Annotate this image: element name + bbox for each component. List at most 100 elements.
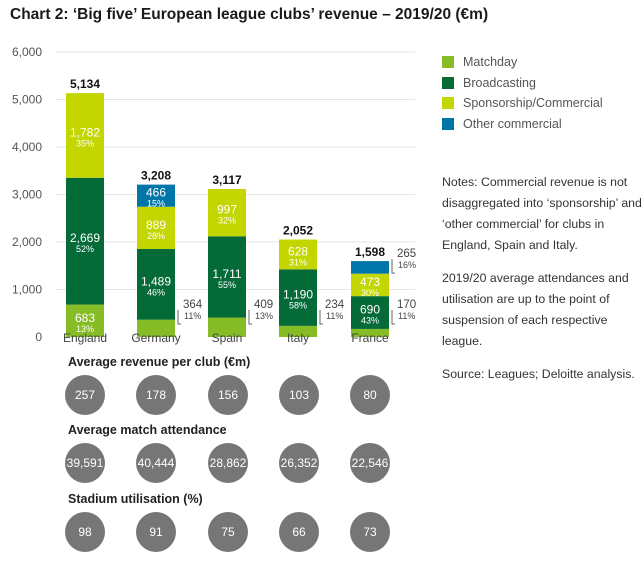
segment-value-label: 265 [397,248,416,260]
y-tick-label: 0 [35,330,42,344]
attendance-circle-england: 39,591 [65,443,105,483]
segment-value-label: 1,190 [283,288,313,302]
segment-pct-label: 58% [289,301,307,311]
x-category-label: Germany [131,331,180,345]
x-category-label: France [351,331,389,345]
segment-value-label: 409 [254,299,273,311]
label-bracket [319,310,323,325]
segment-value-label: 1,782 [70,125,100,139]
segment-value-label: 628 [288,244,308,258]
segment-value-label: 1,711 [212,267,241,281]
y-tick-label: 5,000 [12,93,42,107]
notes: Notes: Commercial revenue is not disaggr… [442,172,642,397]
bar-segment [66,304,104,337]
bar-segment [137,248,175,320]
utilisation-circle-italy: 66 [279,512,319,552]
legend-swatch-matchday [442,56,454,69]
segment-value-label: 466 [146,186,166,200]
utilisation-circle-spain: 75 [208,512,248,552]
segment-pct-label: 11% [184,311,201,321]
utilisation-circle-france: 73 [350,512,390,552]
stadium-utilisation-title: Stadium utilisation (%) [68,492,203,506]
bar-segment [279,269,317,326]
segment-value-label: 690 [360,303,380,317]
legend-swatch-other-commercial [442,117,454,130]
revenue-circle-france: 80 [350,375,390,415]
notes-attendance: 2019/20 average attendances and utilisat… [442,271,629,348]
label-bracket [391,310,395,325]
y-tick-label: 6,000 [12,45,42,59]
bar-segment [351,328,389,337]
bar-segment [208,317,246,337]
legend-item-other-commercial: Other commercial [442,114,603,135]
segment-pct-label: 11% [398,311,415,321]
segment-pct-label: 52% [76,244,94,254]
y-tick-label: 2,000 [12,235,42,249]
segment-pct-label: 15% [147,199,165,209]
label-bracket [391,259,395,274]
x-category-label: Italy [287,331,309,345]
segment-pct-label: 11% [326,311,343,321]
segment-value-label: 170 [397,299,416,311]
attendance-circle-italy: 26,352 [279,443,319,483]
segment-pct-label: 43% [361,316,379,326]
bar-segment [279,239,317,270]
notes-commercial: Notes: Commercial revenue is not disaggr… [442,175,642,252]
bars [66,93,389,337]
bar-segment [351,261,389,274]
attendance-circle-france: 22,546 [350,443,390,483]
bar-segment [66,177,104,305]
legend-label: Other commercial [463,116,562,131]
segment-pct-label: 31% [289,257,307,267]
legend-item-matchday: Matchday [442,52,603,73]
legend-label: Matchday [463,55,518,70]
segment-value-label: 1,489 [141,274,171,288]
segment-pct-label: 46% [147,287,165,297]
legend: Matchday Broadcasting Sponsorship/Commer… [442,52,603,134]
chart-title: Chart 2: ‘Big five’ European league club… [10,6,489,23]
segment-pct-label: 30% [361,288,379,298]
bar-segment [137,184,175,207]
utilisation-circle-england: 98 [65,512,105,552]
bar-total-label: 2,052 [283,224,313,238]
x-category-label: England [63,331,107,345]
segment-value-label: 889 [146,218,166,232]
notes-source: Source: Leagues; Deloitte analysis. [442,367,635,381]
bar-segment [351,273,389,297]
segment-value-label: 997 [217,203,237,217]
bar-segment [137,206,175,249]
segment-pct-label: 28% [147,231,165,241]
segment-value-label: 364 [183,299,203,311]
legend-item-broadcasting: Broadcasting [442,73,603,94]
legend-item-sponsorship: Sponsorship/Commercial [442,93,603,114]
legend-swatch-sponsorship [442,97,454,110]
attendance-circle-germany: 40,444 [136,443,176,483]
segment-pct-label: 13% [255,311,273,321]
segment-pct-label: 35% [76,138,94,148]
bar-total-label: 5,134 [70,77,100,91]
y-tick-label: 1,000 [12,283,42,297]
revenue-circle-germany: 178 [136,375,176,415]
segment-value-label: 234 [325,299,345,311]
bar-total-label: 1,598 [355,245,385,259]
bar-segment [66,93,104,178]
label-bracket [177,310,181,325]
segment-pct-label: 32% [218,216,236,226]
bar-total-label: 3,208 [141,169,171,183]
utilisation-circle-germany: 91 [136,512,176,552]
x-category-label: Spain [212,331,243,345]
segment-value-label: 2,669 [70,231,100,245]
segment-pct-label: 55% [218,280,236,290]
legend-label: Sponsorship/Commercial [463,96,603,111]
bar-segment [351,296,389,329]
y-tick-label: 4,000 [12,140,42,154]
segment-pct-label: 13% [76,324,94,334]
segment-pct-label: 16% [398,260,416,270]
bar-segment [279,325,317,337]
y-tick-label: 3,000 [12,188,42,202]
revenue-circle-england: 257 [65,375,105,415]
segment-value-label: 683 [75,311,95,325]
bar-segment [137,319,175,337]
legend-label: Broadcasting [463,75,536,90]
